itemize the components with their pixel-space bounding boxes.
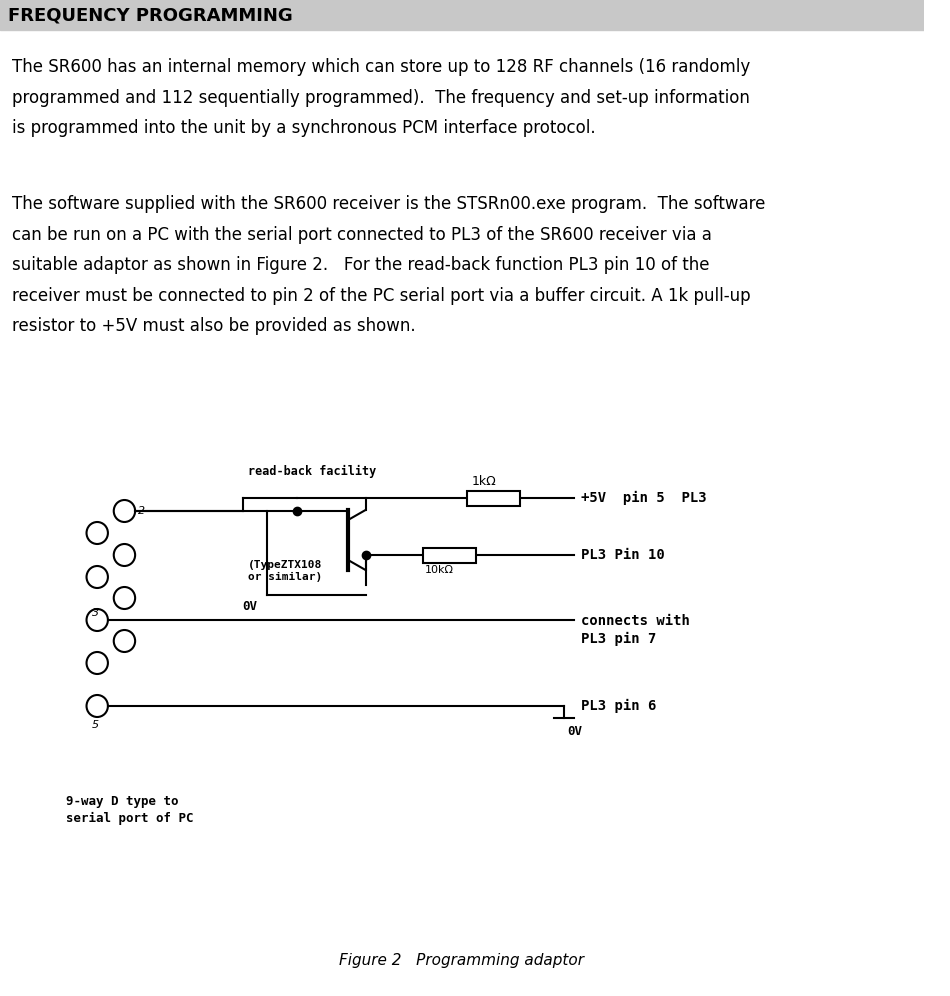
Text: 10kΩ: 10kΩ	[425, 565, 454, 575]
Text: 9-way D type to
serial port of PC: 9-way D type to serial port of PC	[66, 795, 194, 825]
Bar	[423, 548, 476, 563]
Text: read-back facility: read-back facility	[248, 465, 376, 478]
Text: PL3 pin 6: PL3 pin 6	[581, 699, 656, 713]
Text: 5: 5	[92, 720, 99, 730]
Text: The software supplied with the SR600 receiver is the STSRn00.exe program.  The s: The software supplied with the SR600 rec…	[11, 195, 765, 336]
Text: PL3 Pin 10: PL3 Pin 10	[581, 548, 665, 562]
Text: 1kΩ: 1kΩ	[471, 474, 496, 487]
Text: 3: 3	[92, 608, 99, 618]
Bar	[0, 0, 923, 30]
Text: Figure 2   Programming adaptor: Figure 2 Programming adaptor	[339, 952, 584, 967]
Text: +5V  pin 5  PL3: +5V pin 5 PL3	[581, 491, 707, 505]
Text: The SR600 has an internal memory which can store up to 128 RF channels (16 rando: The SR600 has an internal memory which c…	[11, 58, 750, 137]
Text: FREQUENCY PROGRAMMING: FREQUENCY PROGRAMMING	[8, 6, 293, 24]
Text: connects with
PL3 pin 7: connects with PL3 pin 7	[581, 614, 691, 645]
Text: 0V: 0V	[242, 600, 257, 613]
Bar	[466, 490, 520, 506]
Text: (TypeZTX108
or similar): (TypeZTX108 or similar)	[248, 560, 322, 583]
Text: 0V: 0V	[567, 725, 581, 738]
Text: 2: 2	[138, 506, 145, 516]
